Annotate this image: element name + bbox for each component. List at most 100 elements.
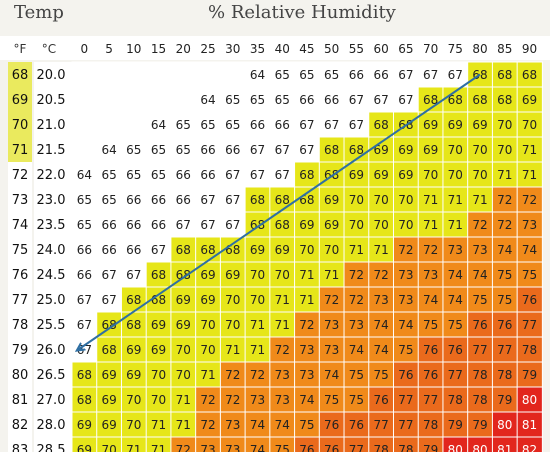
cell-value: 76 (423, 368, 438, 382)
cell-value: 75 (324, 393, 339, 407)
cell-value: 73 (324, 343, 339, 357)
cell-value: 68 (497, 93, 512, 107)
cell-value: 75 (373, 368, 388, 382)
heat-cell (343, 361, 370, 388)
cell-value: 66 (101, 243, 116, 257)
cell-value: 66 (349, 68, 364, 82)
heat-cell (294, 311, 321, 338)
cell-value: 67 (225, 193, 240, 207)
heat-cell (368, 236, 395, 263)
cell-value: 68 (522, 68, 537, 82)
c-cell-bg (34, 212, 72, 237)
cell-value: 73 (225, 443, 240, 452)
cell-value: 70 (324, 243, 339, 257)
fahrenheit-label: 74 (12, 218, 29, 233)
heat-cell (417, 86, 444, 113)
f-cell-bg (8, 287, 32, 312)
rh-column-header: 40 (275, 42, 290, 56)
cell-value: 74 (522, 243, 537, 257)
cell-value: 69 (398, 143, 413, 157)
heat-cell (96, 61, 123, 88)
cell-value: 76 (522, 293, 537, 307)
celsius-label: 20.0 (37, 68, 66, 83)
cell-value: 74 (275, 418, 290, 432)
cell-value: 66 (373, 68, 388, 82)
cell-value: 68 (448, 93, 463, 107)
cell-value: 73 (423, 268, 438, 282)
cell-value: 69 (324, 193, 339, 207)
celsius-label: 25.0 (37, 293, 66, 308)
celsius-label: 21.5 (37, 143, 66, 158)
heat-cell (71, 136, 98, 163)
c-cell-bg (34, 337, 72, 362)
heat-cell (392, 411, 420, 438)
f-cell-bg (8, 162, 32, 187)
heat-cell (120, 236, 148, 263)
cell-value: 71 (126, 443, 141, 452)
rh-column-header: 10 (126, 42, 141, 56)
cell-value: 69 (373, 143, 388, 157)
cell-value: 70 (200, 343, 215, 357)
cell-value: 72 (497, 193, 512, 207)
heat-cell (491, 361, 519, 388)
cell-value: 70 (176, 343, 191, 357)
celsius-label: 20.5 (37, 93, 66, 108)
cell-value: 68 (497, 68, 512, 82)
heat-cell (516, 236, 543, 263)
heat-cell (467, 336, 494, 363)
heat-cell (491, 111, 519, 138)
cell-value: 79 (423, 443, 438, 452)
fahrenheit-label: 72 (12, 168, 29, 183)
cell-value: 69 (225, 268, 240, 282)
cell-value: 70 (151, 393, 166, 407)
cell-value: 80 (522, 393, 537, 407)
heat-cell (195, 136, 222, 163)
celsius-label: 22.0 (37, 168, 66, 183)
cell-value: 68 (126, 293, 141, 307)
cell-value: 69 (101, 368, 116, 382)
heat-cell (467, 161, 494, 188)
heat-cell (442, 136, 469, 163)
cell-value: 82 (522, 443, 537, 452)
cell-value: 74 (324, 368, 339, 382)
f-cell-bg (8, 112, 32, 137)
f-cell-bg (8, 87, 32, 112)
cell-value: 72 (250, 368, 265, 382)
cell-value: 75 (497, 293, 512, 307)
cell-value: 67 (299, 118, 314, 132)
heat-cell (491, 336, 519, 363)
heat-cell (195, 111, 222, 138)
cell-value: 80 (448, 443, 463, 452)
heat-cell (442, 111, 469, 138)
f-cell-bg (8, 387, 32, 412)
cell-value: 66 (126, 193, 141, 207)
cell-value: 65 (225, 93, 240, 107)
cell-value: 70 (250, 293, 265, 307)
cell-value: 65 (324, 68, 339, 82)
cell-value: 68 (423, 93, 438, 107)
heat-cell (294, 211, 321, 238)
c-cell-bg (34, 62, 72, 87)
cell-value: 76 (324, 418, 339, 432)
cell-value: 71 (250, 343, 265, 357)
heat-cell (170, 161, 197, 188)
cell-value: 66 (77, 243, 92, 257)
cell-value: 70 (126, 418, 141, 432)
cell-value: 74 (398, 318, 413, 332)
cell-value: 72 (373, 268, 388, 282)
fahrenheit-label: 82 (12, 418, 29, 433)
cell-value: 71 (522, 143, 537, 157)
heat-cell (343, 286, 370, 313)
f-cell-bg (8, 312, 32, 337)
cell-value: 80 (497, 418, 512, 432)
cell-value: 77 (497, 343, 512, 357)
heat-cell (269, 236, 296, 263)
cell-value: 75 (398, 343, 413, 357)
heat-cell (491, 386, 519, 413)
c-cell-bg (34, 262, 72, 287)
heat-cell (442, 361, 469, 388)
cell-value: 67 (151, 243, 166, 257)
celsius-label: 26.5 (37, 368, 66, 383)
heat-cell (170, 311, 197, 338)
cell-value: 66 (151, 218, 166, 232)
